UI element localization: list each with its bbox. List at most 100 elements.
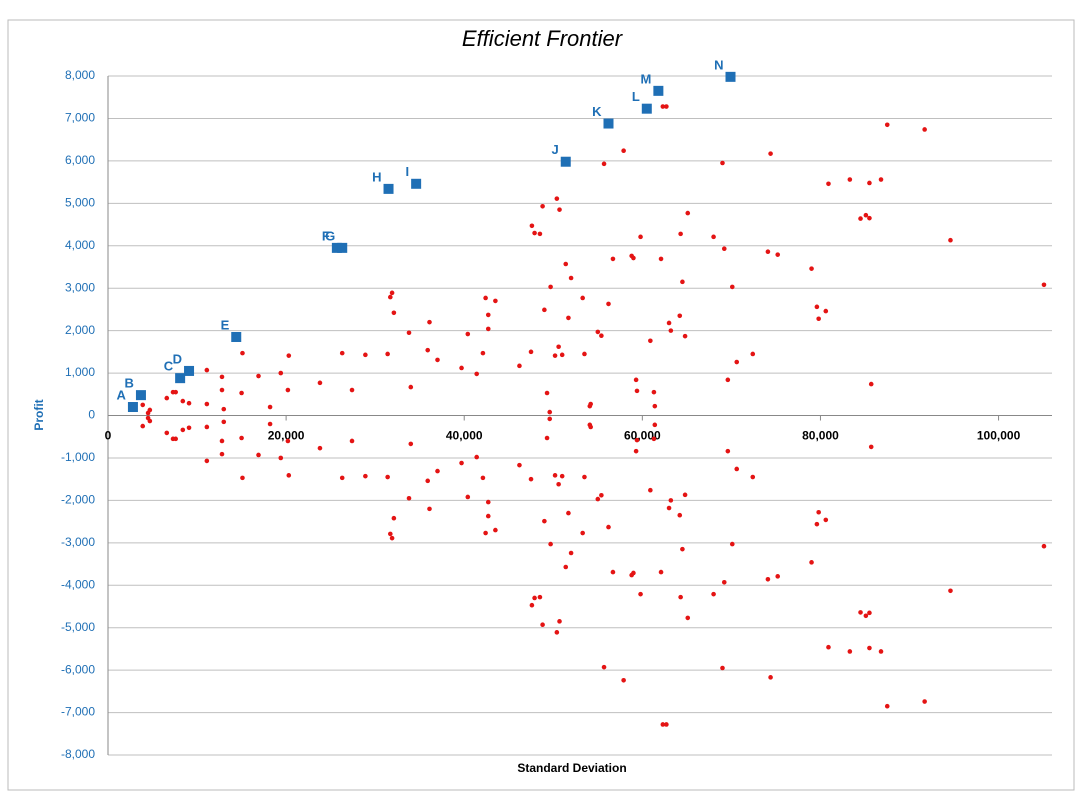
portfolio-point [485, 499, 491, 505]
portfolio-point [388, 531, 393, 537]
portfolio-point [465, 331, 471, 337]
portfolio-point [720, 160, 725, 166]
frontier-label: D [173, 351, 182, 366]
portfolio-point [580, 295, 585, 301]
portfolio-point [884, 122, 890, 128]
portfolio-point [528, 349, 534, 355]
x-tick-label: 40,000 [446, 429, 483, 443]
portfolio-point [363, 352, 368, 358]
portfolio-point [595, 329, 601, 335]
x-tick-label: 60,000 [624, 429, 661, 443]
frontier-label: H [372, 169, 381, 184]
portfolio-point [556, 344, 561, 350]
portfolio-point [552, 353, 558, 358]
y-axis-title: Profit [32, 399, 46, 430]
portfolio-point [768, 675, 773, 680]
portfolio-point [775, 574, 781, 579]
x-tick-label: 20,000 [268, 429, 305, 443]
portfolio-point [537, 594, 543, 600]
portfolio-point [164, 430, 170, 436]
portfolio-point [517, 462, 522, 468]
frontier-point [184, 365, 195, 376]
portfolio-point [720, 665, 725, 671]
portfolio-point [180, 398, 186, 404]
portfolio-point [867, 180, 872, 186]
portfolio-point [267, 404, 273, 410]
y-tick-label: 3,000 [65, 280, 95, 294]
portfolio-point [349, 387, 355, 393]
portfolio-point [814, 304, 820, 310]
portfolio-point [256, 452, 261, 458]
portfolio-point [363, 473, 368, 479]
portfolio-point [493, 298, 498, 304]
y-tick-label: 0 [88, 408, 95, 422]
portfolio-point [529, 223, 535, 229]
frontier-point [560, 156, 571, 167]
portfolio-point [517, 363, 522, 369]
portfolio-point [677, 512, 683, 518]
portfolio-point [858, 216, 863, 221]
portfolio-point [219, 451, 225, 457]
portfolio-point [750, 351, 756, 357]
portfolio-point [816, 509, 821, 515]
portfolio-point [734, 359, 740, 365]
portfolio-point [638, 591, 643, 597]
portfolio-point [408, 384, 414, 390]
portfolio-point [544, 390, 550, 396]
portfolio-point [435, 468, 440, 474]
portfolio-point [339, 350, 345, 356]
portfolio-point [867, 645, 872, 651]
portfolio-point [668, 498, 674, 503]
portfolio-point [532, 595, 537, 601]
portfolio-point [465, 494, 471, 500]
portfolio-point [540, 203, 545, 209]
portfolio-point [599, 333, 604, 339]
portfolio-point [621, 148, 626, 153]
portfolio-point [485, 312, 491, 318]
portfolio-point [948, 588, 953, 594]
portfolio-point [823, 308, 829, 314]
portfolio-point [408, 441, 414, 447]
x-tick-label: 0 [105, 429, 112, 443]
portfolio-point [406, 495, 412, 501]
portfolio-point [867, 215, 872, 221]
portfolio-point [711, 591, 716, 597]
portfolio-point [483, 530, 488, 536]
frontier-label: J [552, 142, 559, 157]
portfolio-point [621, 678, 626, 683]
portfolio-point [256, 373, 261, 379]
portfolio-point [652, 403, 658, 409]
portfolio-point [823, 517, 829, 523]
portfolio-point [173, 436, 178, 442]
frontier-point [337, 242, 348, 253]
portfolio-point [547, 416, 553, 422]
frontier-point [653, 85, 664, 96]
portfolio-point [406, 330, 412, 336]
y-tick-label: 5,000 [65, 195, 95, 209]
portfolio-point [660, 104, 666, 109]
portfolio-point [922, 127, 927, 132]
portfolio-point [385, 474, 390, 480]
portfolio-point [582, 351, 587, 357]
portfolio-point [554, 196, 560, 201]
portfolio-point [847, 177, 853, 182]
y-tick-label: 7,000 [65, 111, 95, 125]
portfolio-point [651, 389, 657, 395]
portfolio-point [606, 524, 611, 530]
portfolio-point [204, 401, 210, 407]
portfolio-point [664, 104, 669, 109]
portfolio-point [765, 249, 771, 254]
portfolio-point [532, 230, 537, 236]
portfolio-point [826, 644, 831, 650]
portfolio-point [631, 255, 636, 261]
portfolio-point [682, 492, 688, 498]
portfolio-point [554, 630, 560, 635]
portfolio-point [548, 284, 553, 290]
frontier-label: G [325, 228, 335, 243]
portfolio-point [816, 316, 821, 322]
portfolio-point [493, 527, 498, 533]
portfolio-point [480, 475, 486, 481]
y-tick-label: -8,000 [61, 747, 95, 761]
portfolio-point [485, 326, 491, 332]
